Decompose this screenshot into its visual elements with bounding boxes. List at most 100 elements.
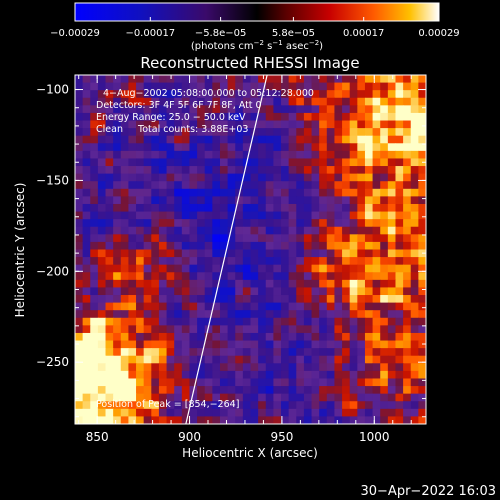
heatmap-cell: [357, 408, 366, 418]
heatmap-cell: [364, 272, 374, 281]
heatmap-cell: [219, 203, 229, 213]
heatmap-cell: [372, 348, 381, 357]
heatmap-cell: [387, 317, 397, 326]
x-tick-label: 950: [270, 430, 293, 444]
heatmap-cell: [281, 143, 290, 152]
heatmap-cell: [158, 203, 168, 213]
heatmap-cell: [342, 196, 351, 205]
heatmap-cell: [296, 82, 305, 91]
heatmap-cell: [151, 166, 160, 175]
heatmap-cell: [143, 257, 152, 266]
heatmap-cell: [326, 332, 336, 342]
heatmap-cell: [227, 219, 236, 228]
heatmap-cell: [128, 272, 137, 281]
heatmap-cell: [250, 135, 259, 144]
solar-limb-line: [185, 74, 268, 425]
heatmap-cell: [181, 135, 191, 144]
heatmap-cell: [235, 226, 244, 235]
heatmap-cell: [265, 249, 274, 258]
heatmap-cell: [281, 150, 290, 160]
heatmap-cell: [357, 257, 366, 266]
heatmap-cell: [326, 386, 336, 395]
heatmap-cell: [334, 203, 343, 213]
heatmap-cell: [372, 135, 381, 144]
heatmap-cell: [204, 158, 213, 167]
heatmap-cell: [242, 241, 252, 251]
heatmap-cell: [311, 120, 320, 129]
heatmap-cell: [136, 173, 145, 182]
heatmap-cell: [166, 386, 175, 395]
heatmap-cell: [235, 203, 244, 213]
heatmap-cell: [128, 355, 137, 364]
heatmap-cell: [151, 128, 160, 137]
heatmap-cell: [136, 219, 145, 228]
heatmap-cell: [326, 112, 336, 122]
heatmap-cell: [189, 90, 198, 99]
heatmap-cell: [387, 75, 397, 84]
heatmap-cell: [143, 325, 152, 334]
heatmap-cell: [418, 378, 426, 387]
heatmap-cell: [82, 203, 91, 213]
heatmap-cell: [166, 211, 175, 220]
heatmap-cell: [128, 348, 137, 357]
heatmap-cell: [158, 340, 168, 349]
heatmap-cell: [158, 310, 168, 319]
heatmap-cell: [387, 386, 397, 395]
heatmap-cell: [303, 188, 313, 197]
heatmap-cell: [395, 287, 404, 296]
heatmap-cell: [326, 143, 336, 152]
heatmap-cell: [166, 234, 175, 243]
heatmap-cell: [296, 203, 305, 213]
heatmap-cell: [189, 135, 198, 144]
heatmap-cell: [181, 158, 191, 167]
heatmap-cell: [158, 370, 168, 380]
heatmap-cell: [273, 370, 282, 380]
heatmap-cell: [281, 97, 290, 106]
heatmap-cell: [403, 332, 412, 342]
heatmap-cell: [151, 188, 160, 197]
heatmap-cell: [326, 408, 336, 418]
heatmap-cell: [120, 173, 130, 182]
heatmap-cell: [90, 188, 99, 197]
heatmap-cell: [319, 203, 328, 213]
heatmap-cell: [250, 234, 259, 243]
heatmap-cell: [136, 332, 145, 342]
heatmap-cell: [181, 211, 191, 220]
heatmap-cell: [143, 310, 152, 319]
heatmap-cell: [204, 166, 213, 175]
heatmap-cell: [319, 332, 328, 342]
heatmap-cell: [212, 348, 221, 357]
heatmap-cell: [90, 120, 99, 129]
heatmap-cell: [219, 370, 229, 380]
heatmap-cell: [395, 150, 404, 160]
heatmap-cell: [372, 302, 381, 311]
heatmap-cell: [296, 295, 305, 304]
heatmap-cell: [143, 105, 152, 114]
heatmap-cell: [418, 386, 426, 395]
heatmap-cell: [334, 112, 343, 122]
heatmap-cell: [166, 241, 175, 251]
heatmap-cell: [136, 370, 145, 380]
heatmap-cell: [342, 355, 351, 364]
heatmap-cell: [227, 105, 236, 114]
heatmap-cell: [242, 90, 252, 99]
heatmap-cell: [189, 393, 198, 402]
heatmap-cell: [311, 393, 320, 402]
heatmap-cell: [372, 378, 381, 387]
heatmap-cell: [189, 234, 198, 243]
heatmap-cell: [296, 173, 305, 182]
heatmap-cell: [334, 386, 343, 395]
heatmap-cell: [204, 97, 213, 106]
heatmap-cell: [242, 211, 252, 220]
colorbar-tick-label: 5.8e−05: [272, 28, 315, 39]
heatmap-cell: [166, 75, 175, 84]
heatmap-cell: [296, 325, 305, 334]
heatmap-cell: [75, 150, 84, 160]
heatmap-cell: [303, 348, 313, 357]
heatmap-cell: [303, 416, 313, 424]
heatmap-cell: [242, 264, 252, 273]
heatmap-cell: [357, 378, 366, 387]
heatmap-cell: [143, 340, 152, 349]
heatmap-cell: [227, 181, 236, 190]
heatmap-cell: [311, 332, 320, 342]
